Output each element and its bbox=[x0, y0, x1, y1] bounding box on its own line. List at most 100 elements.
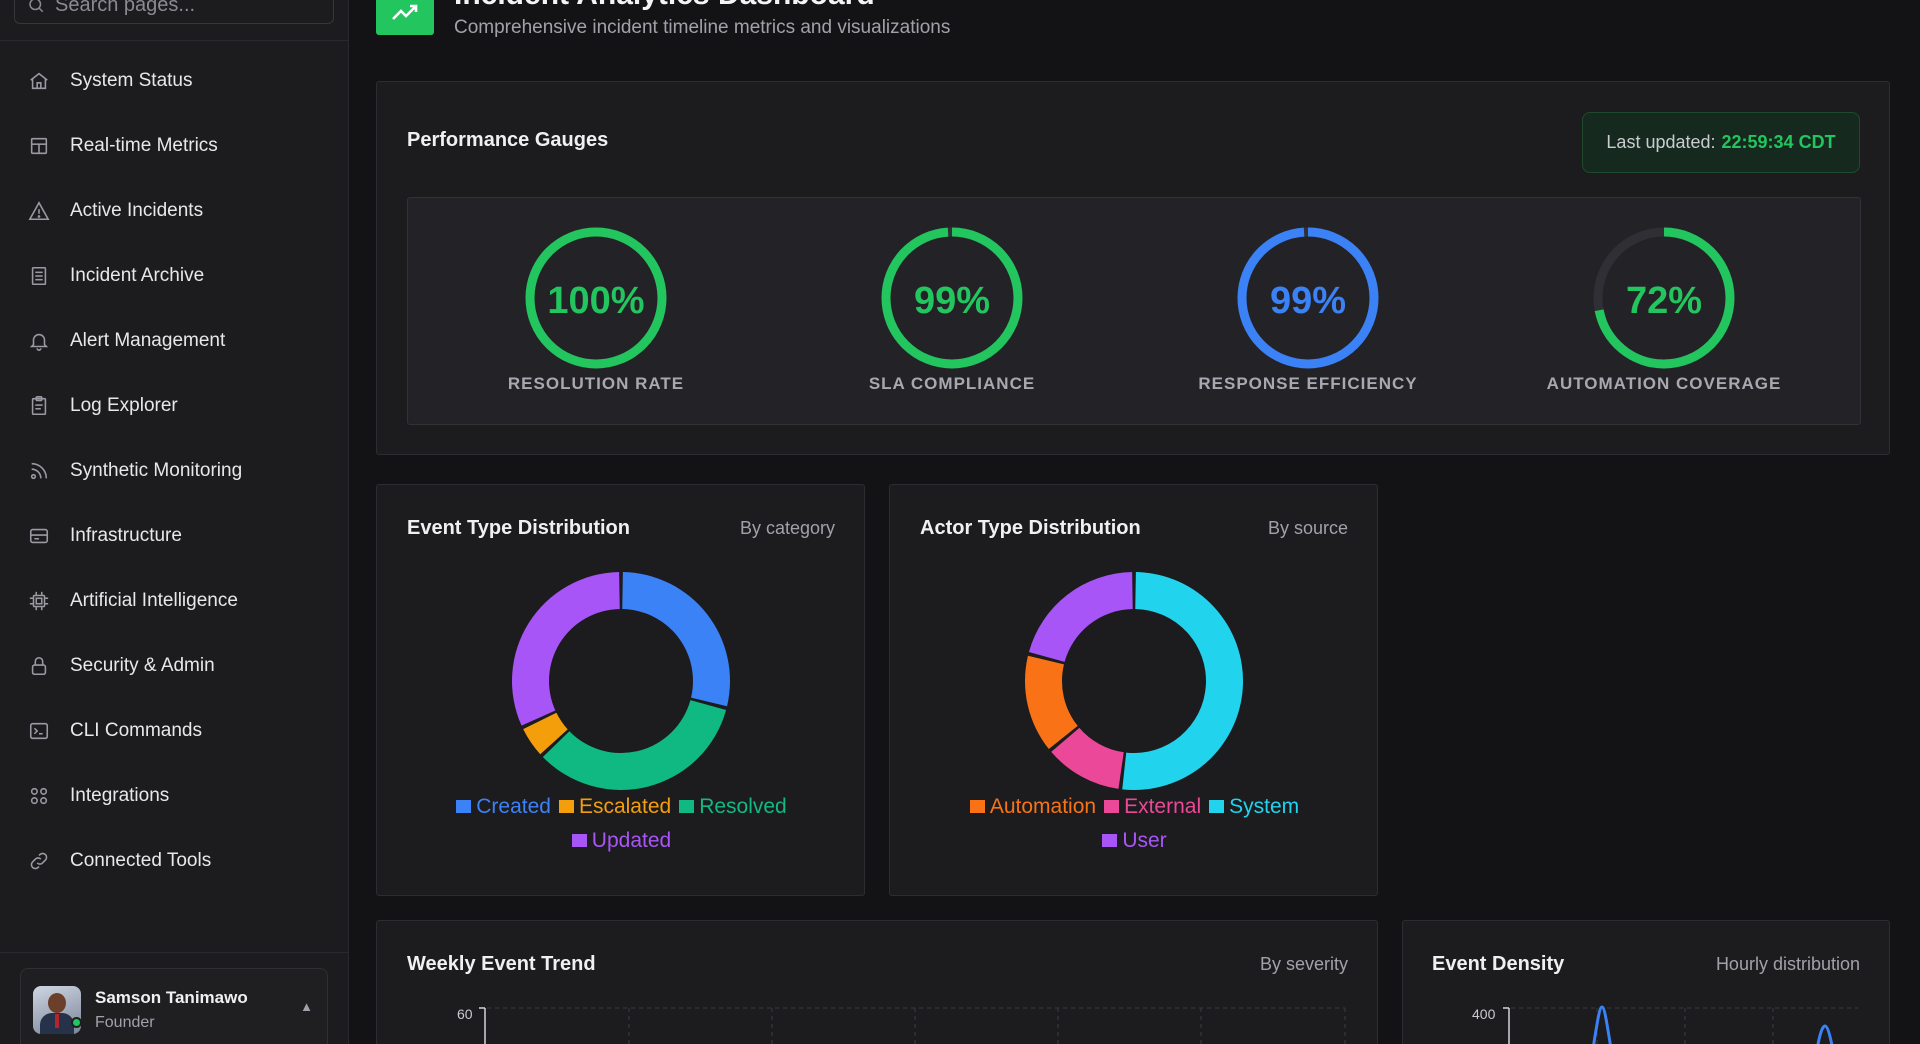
online-status-dot bbox=[71, 1017, 82, 1028]
sidebar-item-alert-management[interactable]: Alert Management bbox=[0, 308, 349, 373]
gauge-label: RESOLUTION RATE bbox=[507, 374, 685, 393]
sidebar-item-real-time-metrics[interactable]: Real-time Metrics bbox=[0, 113, 349, 178]
gauge-value: 99% bbox=[1269, 280, 1347, 322]
sidebar-item-active-incidents[interactable]: Active Incidents bbox=[0, 178, 349, 243]
donut-slice-resolved[interactable] bbox=[542, 700, 727, 790]
gauge-value: 72% bbox=[1625, 280, 1703, 322]
gauge-label: SLA COMPLIANCE bbox=[868, 374, 1036, 393]
page-subtitle: Comprehensive incident timeline metrics … bbox=[454, 17, 951, 38]
layout-icon bbox=[30, 137, 48, 154]
gauge-automation-coverage: 72% AUTOMATION COVERAGE bbox=[1514, 198, 1814, 426]
donut-slice-system[interactable] bbox=[1122, 572, 1244, 790]
donut-slice-external[interactable] bbox=[1051, 727, 1124, 789]
gauge-resolution-rate: 100% RESOLUTION RATE bbox=[446, 198, 746, 426]
sidebar-item-synthetic-monitoring[interactable]: Synthetic Monitoring bbox=[0, 438, 349, 503]
page-title: Incident Analytics Dashboard bbox=[454, 0, 875, 12]
event-type-donut-chart bbox=[512, 572, 730, 790]
sidebar-divider bbox=[0, 952, 349, 953]
weekly-trend-panel: Weekly Event Trend By severity 60 bbox=[376, 920, 1378, 1044]
sidebar-item-infrastructure[interactable]: Infrastructure bbox=[0, 503, 349, 568]
actor-type-legend: Automation External System User bbox=[890, 790, 1379, 858]
legend-swatch bbox=[1209, 800, 1225, 813]
gauge-sla-compliance: 99% SLA COMPLIANCE bbox=[802, 198, 1102, 426]
panel-title: Weekly Event Trend bbox=[407, 953, 596, 975]
user-menu[interactable]: Samson Tanimawo Founder ▲ bbox=[20, 968, 328, 1044]
legend-item-user[interactable]: User bbox=[1102, 824, 1167, 858]
legend-item-system[interactable]: System bbox=[1209, 790, 1299, 824]
sidebar-item-label: CLI Commands bbox=[70, 719, 202, 741]
legend-item-resolved[interactable]: Resolved bbox=[679, 790, 787, 824]
legend-swatch bbox=[1104, 800, 1120, 813]
legend-label: Created bbox=[476, 795, 551, 818]
donut-slice-user[interactable] bbox=[1028, 572, 1133, 662]
legend-item-updated[interactable]: Updated bbox=[571, 824, 671, 858]
home-icon bbox=[30, 72, 48, 89]
search-icon bbox=[29, 0, 44, 13]
actor-type-donut-chart bbox=[1025, 572, 1244, 790]
gauges-container: 100% RESOLUTION RATE 99% SLA COMPLIANCE … bbox=[407, 197, 1861, 425]
grid-icon bbox=[30, 787, 48, 804]
event-type-legend: Created Escalated Resolved Updated bbox=[377, 790, 866, 858]
legend-label: Automation bbox=[989, 795, 1097, 818]
sidebar-nav: System Status Real-time Metrics Active I… bbox=[0, 48, 349, 893]
panel-title: Event Density bbox=[1432, 953, 1565, 975]
panel-title: Actor Type Distribution bbox=[920, 517, 1141, 539]
sidebar-item-label: Active Incidents bbox=[70, 199, 204, 221]
donut-slice-automation[interactable] bbox=[1025, 655, 1078, 750]
weekly-trend-grid bbox=[479, 1007, 1346, 1044]
sidebar-item-artificial-intelligence[interactable]: Artificial Intelligence bbox=[0, 568, 349, 633]
sidebar-item-label: Connected Tools bbox=[70, 849, 212, 871]
sidebar-item-connected-tools[interactable]: Connected Tools bbox=[0, 828, 349, 893]
server-icon bbox=[29, 528, 49, 543]
sidebar-item-system-status[interactable]: System Status bbox=[0, 48, 349, 113]
search-box[interactable] bbox=[14, 0, 334, 24]
sidebar-item-label: Alert Management bbox=[70, 329, 226, 351]
panel-title: Event Type Distribution bbox=[407, 517, 630, 539]
donut-slice-updated[interactable] bbox=[512, 572, 620, 726]
event-density-sparkline bbox=[1503, 1005, 1858, 1044]
alert-triangle-icon bbox=[28, 200, 50, 220]
bell-icon bbox=[29, 333, 49, 351]
y-axis-tick: 400 bbox=[1472, 1006, 1496, 1022]
legend-swatch bbox=[679, 800, 695, 813]
legend-item-external[interactable]: External bbox=[1104, 790, 1201, 824]
panel-meta: By category bbox=[739, 518, 835, 538]
sidebar-item-label: Infrastructure bbox=[70, 524, 182, 546]
performance-gauges-panel: Performance Gauges Last updated: 22:59:3… bbox=[376, 81, 1890, 455]
legend-label: Escalated bbox=[578, 795, 672, 818]
legend-swatch bbox=[1102, 834, 1118, 847]
event-type-panel: Event Type Distribution By category Crea… bbox=[376, 484, 865, 896]
sidebar-item-label: Artificial Intelligence bbox=[70, 589, 238, 611]
sidebar-divider bbox=[0, 40, 349, 41]
lock-icon bbox=[31, 656, 47, 675]
gauge-response-efficiency: 99% RESPONSE EFFICIENCY bbox=[1158, 198, 1458, 426]
clipboard-icon bbox=[31, 395, 47, 415]
gauge-value: 99% bbox=[913, 280, 991, 322]
event-density-panel: Event Density Hourly distribution 400 bbox=[1402, 920, 1890, 1044]
sidebar-item-integrations[interactable]: Integrations bbox=[0, 763, 349, 828]
legend-item-automation[interactable]: Automation bbox=[969, 790, 1097, 824]
donut-slice-created[interactable] bbox=[622, 572, 730, 707]
chevron-up-icon[interactable]: ▲ bbox=[300, 999, 313, 1014]
last-updated-label: Last updated: bbox=[1606, 132, 1716, 152]
user-name: Samson Tanimawo bbox=[95, 988, 248, 1007]
legend-item-escalated[interactable]: Escalated bbox=[558, 790, 672, 824]
sidebar-item-label: Real-time Metrics bbox=[70, 134, 218, 156]
archive-icon bbox=[31, 266, 47, 285]
sidebar-item-incident-archive[interactable]: Incident Archive bbox=[0, 243, 349, 308]
panel-meta: By source bbox=[1267, 518, 1348, 538]
legend-label: System bbox=[1229, 795, 1300, 818]
sidebar-item-log-explorer[interactable]: Log Explorer bbox=[0, 373, 349, 438]
search-input[interactable] bbox=[55, 0, 315, 17]
sidebar-item-cli-commands[interactable]: CLI Commands bbox=[0, 698, 349, 763]
sidebar-item-security-admin[interactable]: Security & Admin bbox=[0, 633, 349, 698]
last-updated-badge: Last updated: 22:59:34 CDT bbox=[1582, 112, 1860, 173]
cpu-icon bbox=[29, 591, 49, 610]
trending-up-icon bbox=[376, 0, 434, 35]
y-axis-tick: 60 bbox=[457, 1006, 473, 1022]
sidebar-item-label: System Status bbox=[70, 69, 193, 91]
sidebar-item-label: Incident Archive bbox=[70, 264, 205, 286]
legend-item-created[interactable]: Created bbox=[456, 790, 551, 824]
donut-slice-escalated[interactable] bbox=[523, 712, 568, 755]
sidebar: System Status Real-time Metrics Active I… bbox=[0, 0, 349, 1044]
